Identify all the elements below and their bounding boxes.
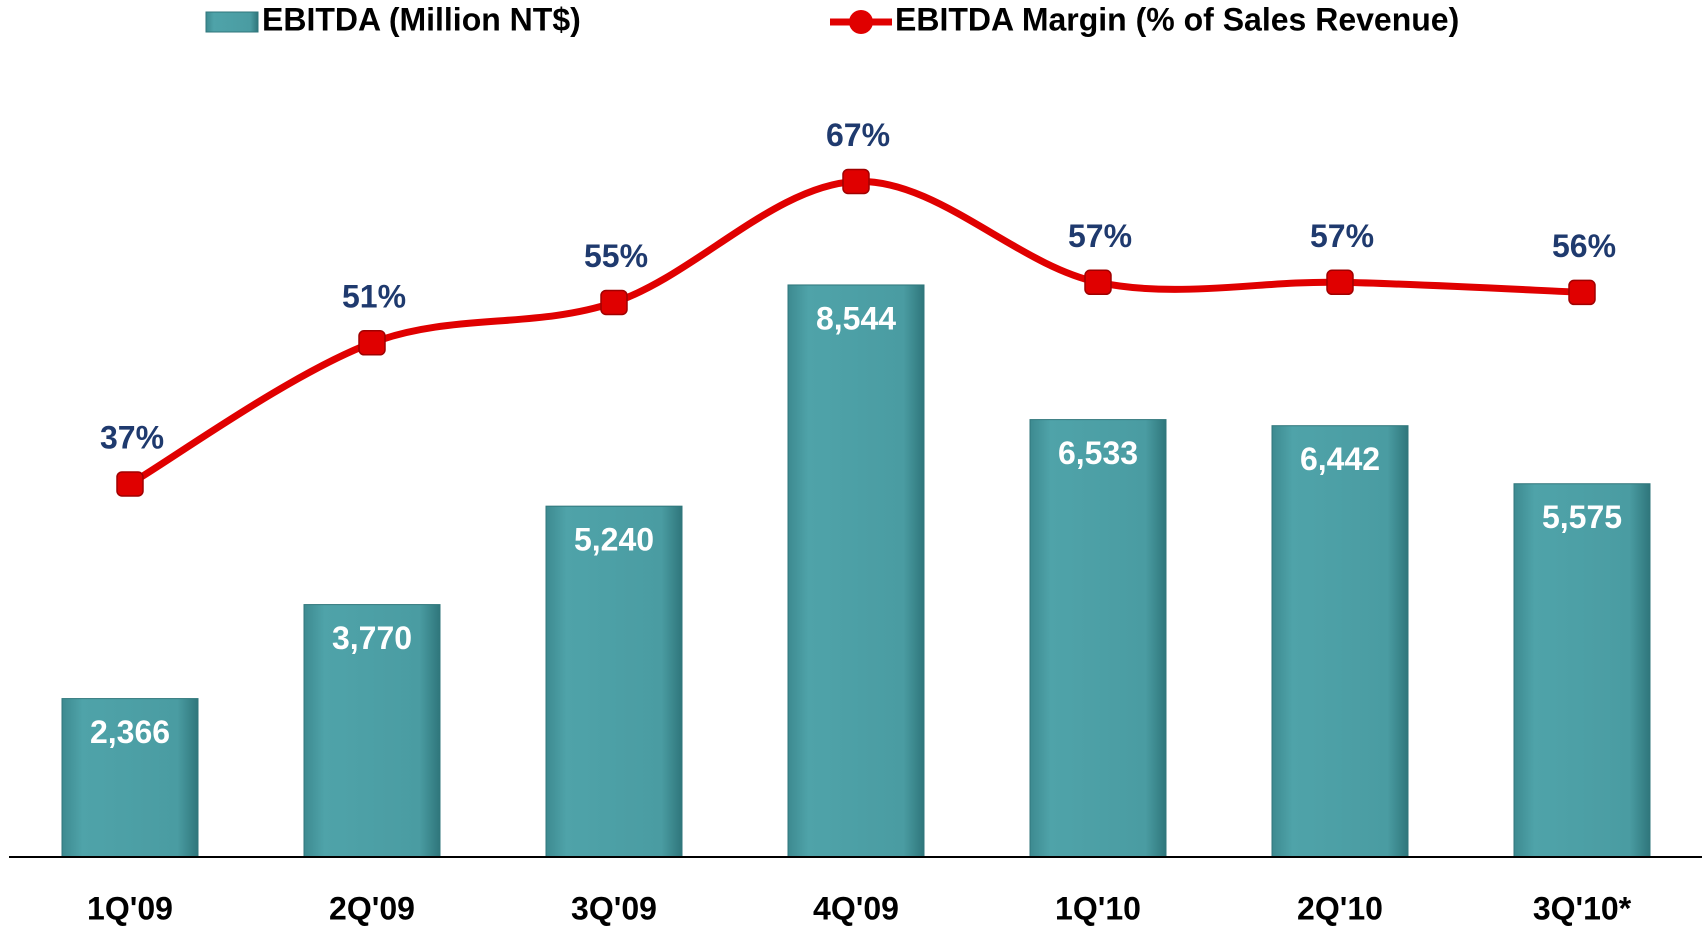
bar-value-label: 5,240 (574, 522, 654, 558)
bar (1513, 483, 1651, 858)
bar-value-label: 2,366 (90, 714, 170, 750)
bar (545, 505, 683, 858)
bar (303, 604, 441, 858)
line-marker (1326, 269, 1354, 296)
x-tick-label: 4Q'09 (813, 890, 899, 926)
line-marker (1568, 279, 1596, 306)
x-tick-label: 3Q'09 (571, 890, 657, 926)
line-value-label: 57% (1310, 218, 1374, 254)
x-tick-label: 1Q'09 (87, 890, 173, 926)
bar-value-label: 3,770 (332, 620, 412, 656)
bar (787, 284, 925, 858)
bar-value-label: 5,575 (1542, 499, 1622, 535)
line-value-label: 51% (342, 278, 406, 314)
bar-value-label: 6,533 (1058, 435, 1138, 471)
legend-swatch (205, 11, 259, 33)
legend-marker (849, 10, 873, 34)
x-tick-label: 3Q'10* (1533, 890, 1632, 926)
legend-label: EBITDA (Million NT$) (262, 1, 581, 37)
legend-label: EBITDA Margin (% of Sales Revenue) (895, 1, 1459, 37)
x-tick-label: 2Q'10 (1297, 890, 1383, 926)
line-marker (116, 471, 144, 497)
line-value-label: 56% (1552, 228, 1616, 264)
line-value-label: 37% (100, 419, 164, 455)
line-marker (842, 168, 870, 195)
legend: EBITDA (Million NT$) EBITDA Margin (% of … (205, 1, 1459, 37)
x-tick-label: 2Q'09 (329, 890, 415, 926)
bar (1271, 425, 1409, 858)
line-value-label: 55% (584, 238, 648, 274)
bar-value-label: 6,442 (1300, 441, 1380, 477)
line-marker (1084, 269, 1112, 296)
bar-value-label: 8,544 (816, 300, 896, 336)
line-marker (358, 330, 386, 356)
line-marker (600, 289, 628, 316)
line-value-label: 57% (1068, 218, 1132, 254)
x-tick-label: 1Q'10 (1055, 890, 1141, 926)
line-value-label: 67% (826, 117, 890, 153)
bar (1029, 419, 1167, 858)
